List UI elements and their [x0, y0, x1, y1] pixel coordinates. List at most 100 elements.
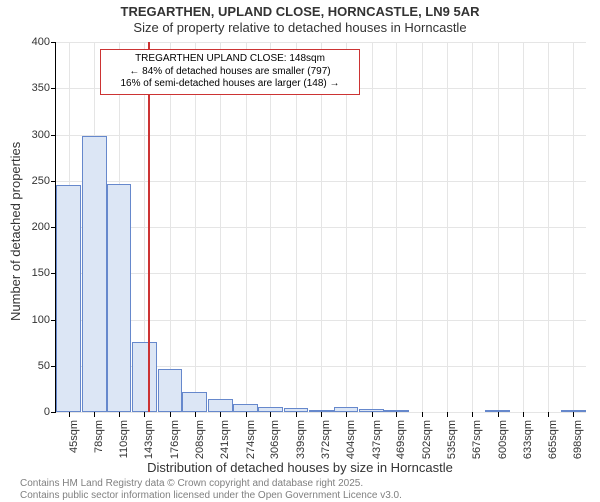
gridline-vertical [246, 42, 247, 412]
gridline-vertical [396, 42, 397, 412]
x-tick-label: 372sqm [320, 420, 332, 470]
histogram-bar [208, 399, 233, 412]
x-tick-label: 110sqm [118, 420, 130, 470]
x-tick-mark [220, 412, 221, 417]
x-tick-label: 469sqm [395, 420, 407, 470]
gridline-vertical [498, 42, 499, 412]
x-tick-mark [296, 412, 297, 417]
x-tick-label: 176sqm [169, 420, 181, 470]
gridline-vertical [170, 42, 171, 412]
annotation-callout: TREGARTHEN UPLAND CLOSE: 148sqm ← 84% of… [100, 49, 360, 95]
histogram-bar [384, 410, 409, 412]
x-tick-mark [523, 412, 524, 417]
x-tick-label: 502sqm [421, 420, 433, 470]
x-tick-mark [422, 412, 423, 417]
x-tick-mark [573, 412, 574, 417]
y-tick-mark [51, 412, 56, 413]
gridline-vertical [447, 42, 448, 412]
y-tick-mark [51, 227, 56, 228]
y-tick-mark [51, 181, 56, 182]
annotation-line-1: TREGARTHEN UPLAND CLOSE: 148sqm [107, 53, 353, 66]
histogram-bar [132, 342, 157, 412]
x-tick-mark [472, 412, 473, 417]
x-tick-mark [447, 412, 448, 417]
x-tick-mark [498, 412, 499, 417]
x-tick-mark [346, 412, 347, 417]
gridline-vertical [195, 42, 196, 412]
y-tick-mark [51, 88, 56, 89]
x-tick-mark [372, 412, 373, 417]
y-tick-label: 100 [10, 314, 50, 326]
x-tick-label: 274sqm [245, 420, 257, 470]
gridline-vertical [296, 42, 297, 412]
histogram-bar [82, 136, 107, 412]
x-tick-label: 45sqm [68, 420, 80, 470]
y-tick-label: 350 [10, 82, 50, 94]
y-tick-mark [51, 320, 56, 321]
histogram-bar [56, 185, 81, 412]
y-tick-label: 0 [10, 406, 50, 418]
x-tick-label: 208sqm [194, 420, 206, 470]
gridline-vertical [548, 42, 549, 412]
plot-area [55, 42, 586, 413]
x-tick-label: 437sqm [371, 420, 383, 470]
x-tick-label: 698sqm [572, 420, 584, 470]
histogram-bar [107, 184, 132, 412]
y-tick-mark [51, 135, 56, 136]
histogram-bar [485, 410, 510, 412]
x-tick-mark [195, 412, 196, 417]
gridline-vertical [321, 42, 322, 412]
gridline-vertical [422, 42, 423, 412]
x-tick-label: 567sqm [471, 420, 483, 470]
y-tick-label: 300 [10, 129, 50, 141]
y-tick-label: 200 [10, 221, 50, 233]
gridline-vertical [523, 42, 524, 412]
gridline-vertical [346, 42, 347, 412]
x-tick-label: 535sqm [446, 420, 458, 470]
x-tick-mark [321, 412, 322, 417]
y-tick-label: 400 [10, 36, 50, 48]
footer-copyright-line2: Contains public sector information licen… [20, 490, 402, 502]
x-tick-mark [548, 412, 549, 417]
histogram-bar [359, 409, 384, 412]
gridline-vertical [472, 42, 473, 412]
y-tick-label: 50 [10, 360, 50, 372]
histogram-bar [182, 392, 207, 412]
gridline-vertical [573, 42, 574, 412]
histogram-bar [258, 407, 283, 412]
histogram-bar [284, 408, 309, 412]
x-tick-mark [170, 412, 171, 417]
x-tick-mark [396, 412, 397, 417]
histogram-bar [561, 410, 586, 412]
chart-title-line1: TREGARTHEN, UPLAND CLOSE, HORNCASTLE, LN… [0, 4, 600, 19]
histogram-bar [233, 404, 258, 412]
annotation-line-3: 16% of semi-detached houses are larger (… [107, 78, 353, 91]
x-tick-mark [144, 412, 145, 417]
reference-line [148, 42, 150, 412]
x-tick-label: 665sqm [547, 420, 559, 470]
x-tick-mark [119, 412, 120, 417]
x-tick-mark [270, 412, 271, 417]
gridline-vertical [220, 42, 221, 412]
histogram-bar [309, 410, 334, 412]
x-tick-label: 339sqm [295, 420, 307, 470]
footer-copyright-line1: Contains HM Land Registry data © Crown c… [20, 478, 363, 490]
x-tick-mark [94, 412, 95, 417]
annotation-line-2: ← 84% of detached houses are smaller (79… [107, 66, 353, 79]
y-tick-label: 150 [10, 267, 50, 279]
x-tick-label: 78sqm [93, 420, 105, 470]
histogram-bar [158, 369, 183, 412]
gridline-vertical [270, 42, 271, 412]
y-tick-mark [51, 42, 56, 43]
chart-title-line2: Size of property relative to detached ho… [0, 20, 600, 35]
x-tick-label: 404sqm [345, 420, 357, 470]
y-tick-label: 250 [10, 175, 50, 187]
x-tick-label: 600sqm [497, 420, 509, 470]
x-tick-mark [246, 412, 247, 417]
histogram-bar [334, 407, 359, 412]
y-tick-mark [51, 273, 56, 274]
x-tick-label: 633sqm [522, 420, 534, 470]
x-tick-label: 241sqm [219, 420, 231, 470]
y-tick-mark [51, 366, 56, 367]
x-tick-mark [69, 412, 70, 417]
